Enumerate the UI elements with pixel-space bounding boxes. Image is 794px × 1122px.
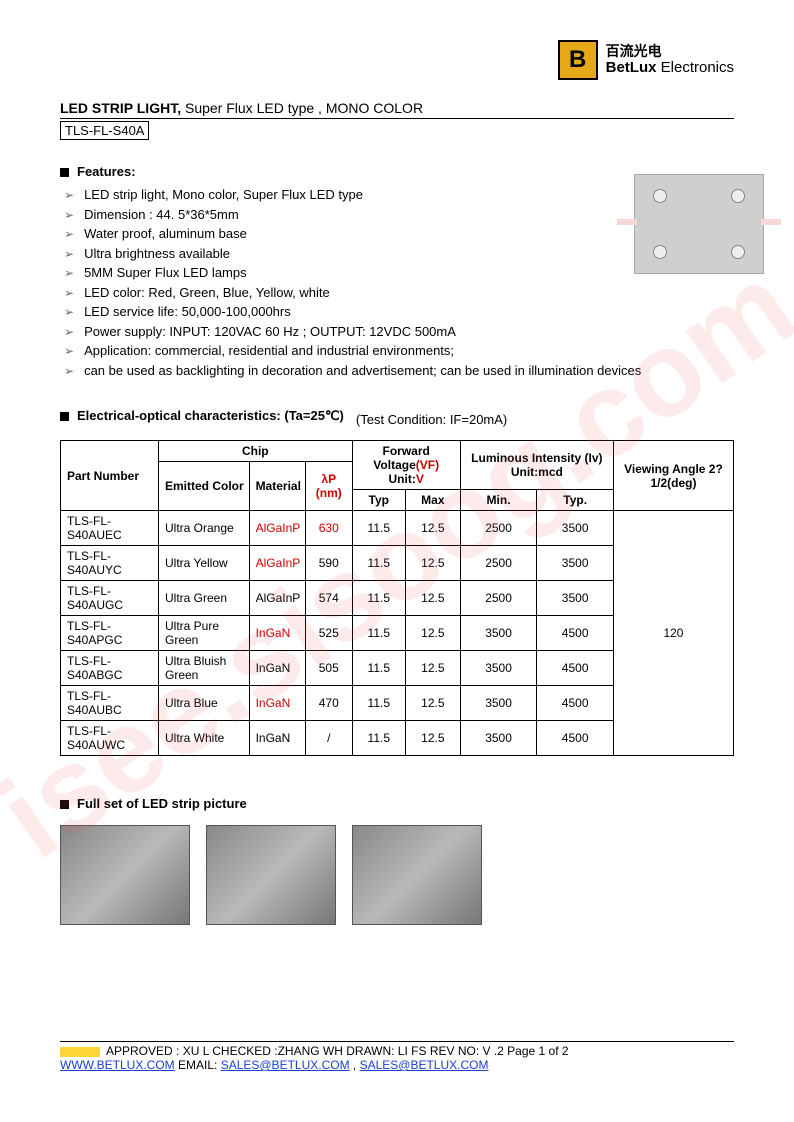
th-lambda: λP (nm)	[305, 462, 352, 511]
logo-chinese: 百流光电	[606, 43, 734, 60]
picture-row	[60, 825, 734, 925]
th-vf: Forward Voltage(VF) Unit:V	[352, 441, 460, 490]
product-photo-3	[352, 825, 482, 925]
th-lum: Luminous Intensity (Iv) Unit:mcd	[460, 441, 613, 490]
th-min: Min.	[460, 490, 537, 511]
th-typ: Typ	[352, 490, 405, 511]
footer-approval: APPROVED : XU L CHECKED :ZHANG WH DRAWN:…	[60, 1041, 734, 1058]
features-heading: Features:	[60, 164, 734, 179]
feature-item: LED color: Red, Green, Blue, Yellow, whi…	[64, 283, 734, 303]
feature-item: LED service life: 50,000-100,000hrs	[64, 302, 734, 322]
th-part: Part Number	[61, 441, 159, 511]
th-material: Material	[249, 462, 305, 511]
spec-table: Part Number Chip Forward Voltage(VF) Uni…	[60, 440, 734, 756]
logo-badge-icon: B	[558, 40, 598, 80]
th-chip: Chip	[158, 441, 352, 462]
header: B 百流光电 BetLux Electronics	[60, 40, 734, 80]
product-code: TLS-FL-S40A	[60, 121, 149, 140]
footer-contact: WWW.BETLUX.COM EMAIL: SALES@BETLUX.COM ,…	[60, 1058, 734, 1072]
th-emitted: Emitted Color	[158, 462, 249, 511]
product-photo-2	[206, 825, 336, 925]
electrical-heading: Electrical-optical characteristics: (Ta=…	[60, 408, 344, 424]
feature-item: can be used as backlighting in decoratio…	[64, 361, 734, 381]
email-link-2[interactable]: SALES@BETLUX.COM	[360, 1058, 489, 1072]
product-image	[634, 174, 764, 274]
th-typ2: Typ.	[537, 490, 614, 511]
product-photo-1	[60, 825, 190, 925]
test-condition: (Test Condition: IF=20mA)	[356, 412, 507, 427]
document-title: LED STRIP LIGHT, Super Flux LED type , M…	[60, 100, 734, 119]
email-link-1[interactable]: SALES@BETLUX.COM	[221, 1058, 350, 1072]
website-link[interactable]: WWW.BETLUX.COM	[60, 1058, 175, 1072]
logo-english: BetLux Electronics	[606, 59, 734, 77]
picture-heading: Full set of LED strip picture	[60, 796, 734, 811]
th-max: Max	[405, 490, 460, 511]
company-logo: B 百流光电 BetLux Electronics	[558, 40, 734, 80]
page-footer: APPROVED : XU L CHECKED :ZHANG WH DRAWN:…	[60, 1041, 734, 1072]
th-view: Viewing Angle 2?1/2(deg)	[613, 441, 733, 511]
table-row: TLS-FL-S40AUECUltra OrangeAlGaInP63011.5…	[61, 511, 734, 546]
feature-item: Application: commercial, residential and…	[64, 341, 734, 361]
feature-item: Power supply: INPUT: 120VAC 60 Hz ; OUTP…	[64, 322, 734, 342]
